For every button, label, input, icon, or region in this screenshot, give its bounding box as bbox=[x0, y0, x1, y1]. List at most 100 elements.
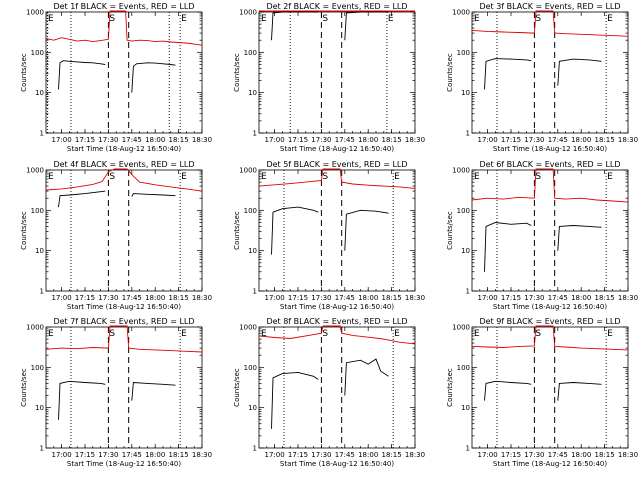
x-tick-label: 17:15 bbox=[501, 451, 521, 459]
lld-series-line bbox=[45, 10, 203, 46]
x-tick-label: 18:15 bbox=[169, 136, 189, 144]
events-series-line bbox=[484, 58, 532, 90]
y-tick-label: 100 bbox=[457, 364, 470, 372]
y-tick-label: 10 bbox=[35, 247, 44, 255]
events-series-line bbox=[344, 358, 389, 396]
x-tick-label: 18:15 bbox=[382, 294, 402, 302]
x-tick-label: 17:15 bbox=[75, 294, 95, 302]
y-tick-label: 10 bbox=[461, 247, 470, 255]
x-tick-label: 17:30 bbox=[524, 136, 544, 144]
y-tick-label: 1 bbox=[40, 130, 44, 138]
x-tick-label: 17:45 bbox=[548, 451, 568, 459]
x-tick-label: 17:15 bbox=[288, 136, 308, 144]
marker-e: E bbox=[181, 14, 187, 24]
x-tick-label: 18:30 bbox=[405, 451, 425, 459]
x-tick-label: 17:45 bbox=[548, 294, 568, 302]
panel-title: Det 2f BLACK = Events, RED = LLD bbox=[266, 2, 407, 11]
x-tick-label: 17:30 bbox=[98, 294, 118, 302]
marker-e: E bbox=[181, 329, 187, 339]
x-tick-label: 17:45 bbox=[335, 294, 355, 302]
y-tick-label: 10 bbox=[461, 404, 470, 412]
x-tick-label: 18:30 bbox=[618, 294, 638, 302]
y-tick-label: 100 bbox=[457, 207, 470, 215]
marker-s: S bbox=[109, 14, 115, 24]
y-tick-label: 100 bbox=[244, 364, 257, 372]
marker-e: E bbox=[261, 14, 267, 24]
x-tick-label: 18:00 bbox=[571, 294, 591, 302]
panel-title: Det 8f BLACK = Events, RED = LLD bbox=[266, 317, 407, 326]
x-tick-label: 17:15 bbox=[501, 136, 521, 144]
x-tick-label: 18:30 bbox=[405, 294, 425, 302]
marker-e: E bbox=[474, 172, 480, 182]
marker-e: E bbox=[388, 14, 394, 24]
panel-1: Det 1f BLACK = Events, RED = LLD 1 10 100 10… bbox=[20, 2, 212, 153]
x-axis-label: Start Time (18-Aug-12 16:50:40) bbox=[280, 303, 394, 311]
x-tick-label: 18:15 bbox=[169, 451, 189, 459]
y-tick-label: 1 bbox=[253, 288, 257, 296]
x-tick-label: 17:00 bbox=[478, 136, 498, 144]
x-tick-label: 17:00 bbox=[52, 451, 72, 459]
panel-7: Det 7f BLACK = Events, RED = LLD 1 10 100 10… bbox=[20, 317, 212, 468]
events-series-line bbox=[271, 371, 319, 429]
x-axis-label: Start Time (18-Aug-12 16:50:40) bbox=[493, 303, 607, 311]
x-tick-label: 17:30 bbox=[311, 294, 331, 302]
plot-frame bbox=[258, 169, 416, 292]
marker-s: S bbox=[322, 14, 328, 24]
panel-6: Det 6f BLACK = Events, RED = LLD 1 10 100 10… bbox=[446, 160, 638, 311]
marker-e: E bbox=[607, 329, 613, 339]
panel-title: Det 3f BLACK = Events, RED = LLD bbox=[479, 2, 620, 11]
x-tick-label: 18:30 bbox=[618, 136, 638, 144]
events-series-line bbox=[58, 380, 106, 420]
y-tick-label: 1 bbox=[253, 130, 257, 138]
y-tick-label: 10 bbox=[248, 89, 257, 97]
plot-frame bbox=[45, 326, 203, 449]
marker-e: E bbox=[48, 329, 54, 339]
x-tick-label: 17:15 bbox=[288, 294, 308, 302]
events-series-line bbox=[484, 222, 532, 272]
events-series-line bbox=[131, 62, 176, 93]
x-tick-label: 17:30 bbox=[524, 294, 544, 302]
marker-e: E bbox=[474, 329, 480, 339]
y-tick-label: 10 bbox=[35, 89, 44, 97]
x-tick-label: 17:45 bbox=[335, 451, 355, 459]
x-tick-label: 18:00 bbox=[145, 136, 165, 144]
x-tick-label: 17:45 bbox=[335, 136, 355, 144]
lld-series-line bbox=[471, 325, 629, 351]
marker-e: E bbox=[48, 14, 54, 24]
y-tick-label: 10 bbox=[35, 404, 44, 412]
marker-s: S bbox=[535, 172, 541, 182]
panel-title: Det 6f BLACK = Events, RED = LLD bbox=[479, 160, 620, 169]
x-tick-label: 18:15 bbox=[595, 294, 615, 302]
marker-e: E bbox=[394, 172, 400, 182]
panel-title: Det 5f BLACK = Events, RED = LLD bbox=[266, 160, 407, 169]
x-tick-label: 18:30 bbox=[192, 451, 212, 459]
y-axis-label: Counts/sec bbox=[446, 211, 454, 250]
x-tick-label: 18:00 bbox=[358, 294, 378, 302]
events-series-line bbox=[344, 11, 389, 41]
marker-s: S bbox=[322, 172, 328, 182]
x-tick-label: 17:15 bbox=[75, 451, 95, 459]
x-tick-label: 18:00 bbox=[358, 136, 378, 144]
marker-e: E bbox=[394, 329, 400, 339]
x-tick-label: 17:45 bbox=[122, 136, 142, 144]
x-tick-label: 18:15 bbox=[169, 294, 189, 302]
x-tick-label: 18:00 bbox=[145, 294, 165, 302]
marker-e: E bbox=[474, 14, 480, 24]
x-tick-label: 17:00 bbox=[265, 136, 285, 144]
y-tick-label: 10 bbox=[248, 247, 257, 255]
y-tick-label: 1000 bbox=[452, 167, 470, 175]
plot-frame bbox=[471, 169, 629, 292]
y-tick-label: 10 bbox=[461, 89, 470, 97]
y-tick-label: 1000 bbox=[239, 167, 257, 175]
lld-series-line bbox=[471, 10, 629, 37]
panel-9: Det 9f BLACK = Events, RED = LLD 1 10 100 10… bbox=[446, 317, 638, 468]
y-tick-label: 1000 bbox=[26, 9, 44, 17]
y-tick-label: 100 bbox=[244, 207, 257, 215]
x-tick-label: 18:00 bbox=[571, 136, 591, 144]
events-series-line bbox=[484, 380, 532, 401]
x-tick-label: 17:00 bbox=[52, 294, 72, 302]
y-tick-label: 1000 bbox=[26, 324, 44, 332]
events-series-line bbox=[557, 58, 602, 86]
y-tick-label: 100 bbox=[457, 49, 470, 57]
